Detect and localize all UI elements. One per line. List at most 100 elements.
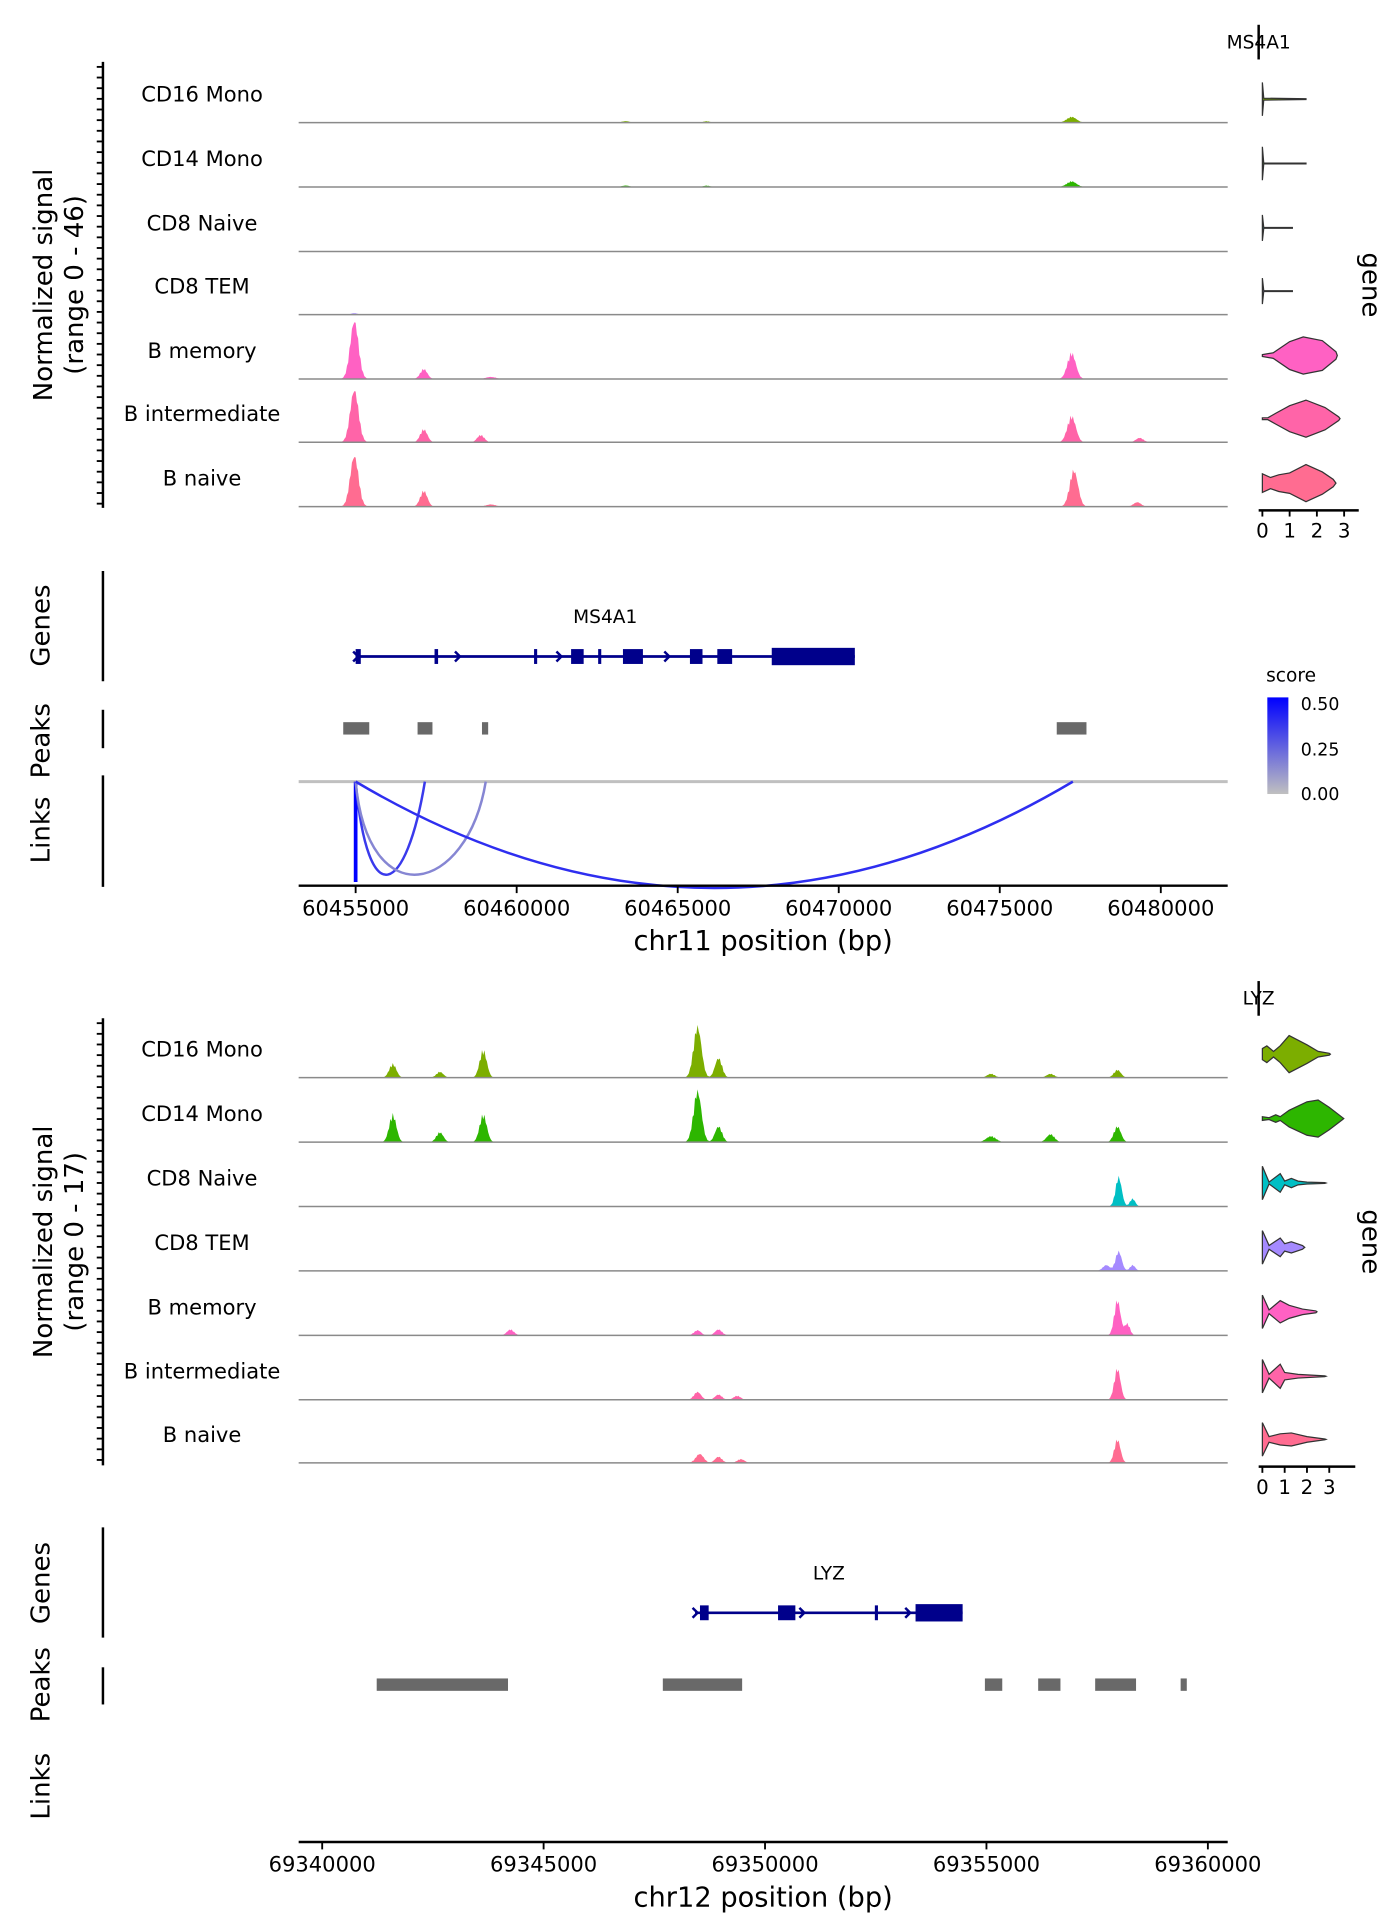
violin-shape [1261, 1422, 1328, 1457]
violin-shape [1261, 1034, 1332, 1074]
peak-region [984, 1678, 1003, 1691]
coverage-area [298, 1439, 1228, 1463]
y-axis-range-label: (range 0 - 17) [60, 1152, 90, 1332]
violin-axis-label: gene [1356, 252, 1386, 317]
track-label: CD8 Naive [147, 210, 258, 235]
coverage-area [298, 391, 1228, 443]
strand-arrow-icon [555, 650, 564, 663]
legend-colorbar [1267, 697, 1289, 795]
x-axis-tick-label: 60475000 [946, 895, 1053, 920]
strand-arrow-icon [904, 1606, 912, 1619]
legend-tick-label: 0.00 [1301, 785, 1340, 805]
track-label: B naive [163, 1422, 242, 1447]
strand-arrow-icon [663, 650, 672, 663]
violin-shape [1261, 1099, 1345, 1138]
violin-x-tick-label: 2 [1301, 1476, 1314, 1499]
violin-x-tick-label: 1 [1278, 1476, 1291, 1499]
link-arc [354, 781, 427, 876]
peak-region [417, 722, 433, 735]
x-axis-label: chr12 position (bp) [634, 1882, 893, 1913]
track-label: CD8 TEM [154, 274, 249, 299]
x-axis-tick-label: 69350000 [711, 1852, 818, 1877]
violin-shape [1261, 278, 1293, 305]
coverage-track: CD8 Naive [147, 210, 1293, 253]
peak-region [1180, 1678, 1187, 1691]
panel-label-genes: Genes [27, 584, 57, 666]
coverage-area [298, 322, 1228, 380]
x-axis-tick-label: 69340000 [269, 1852, 376, 1877]
coverage-area [298, 1250, 1228, 1271]
y-axis-label: Normalized signal [29, 1125, 59, 1358]
coverage-area [298, 116, 1228, 123]
peak-region [343, 722, 370, 735]
peak-region [1095, 1678, 1137, 1691]
y-axis-range-label: (range 0 - 46) [60, 195, 90, 375]
x-axis-tick-label: 69345000 [490, 1852, 597, 1877]
score-legend: score 0.50 0.25 0.00 [1266, 665, 1339, 805]
gene-exon [571, 649, 584, 664]
coverage-area [298, 1368, 1228, 1400]
coverage-track: CD8 TEM [154, 1230, 1306, 1272]
coverage-track: B intermediate [124, 391, 1341, 443]
gene-label: MS4A1 [573, 607, 637, 628]
strand-arrow-icon [454, 650, 462, 663]
strand-arrow-icon [798, 1606, 807, 1619]
coverage-track: CD16 Mono [141, 1024, 1332, 1079]
x-axis-tick-label: 60470000 [785, 895, 892, 920]
track-label: B memory [147, 1294, 256, 1319]
violin-shape [1261, 214, 1293, 241]
violin-shape [1261, 1359, 1328, 1394]
peak-region [1038, 1678, 1061, 1691]
gene-exon [874, 1605, 878, 1621]
x-axis-tick-label: 60455000 [302, 895, 409, 920]
coverage-track: CD8 TEM [154, 274, 1293, 316]
peak-region [481, 722, 489, 735]
panel-label-peaks: Peaks [27, 1647, 57, 1722]
track-label: B intermediate [124, 1359, 281, 1384]
gene-exon [598, 649, 602, 664]
peak-region [376, 1678, 509, 1691]
x-axis-tick-label: 60460000 [463, 895, 570, 920]
strand-arrow-icon [691, 1606, 700, 1619]
peak-region [1056, 722, 1087, 735]
gene-exon [699, 1605, 709, 1621]
x-axis-tick-label: 60480000 [1107, 895, 1214, 920]
track-label: B memory [147, 338, 256, 363]
panel-label-genes: Genes [27, 1542, 57, 1624]
coverage-area [298, 1175, 1228, 1207]
panel-label-links: Links [27, 797, 57, 864]
gene-exon [534, 649, 538, 664]
coverage-track: CD14 Mono [141, 1089, 1345, 1143]
violin-shape [1261, 1294, 1318, 1329]
coverage-track: CD8 Naive [147, 1165, 1328, 1208]
gene-model: LYZ [691, 1563, 963, 1622]
x-axis-tick-label: 69355000 [933, 1852, 1040, 1877]
panel-label-peaks: Peaks [27, 703, 57, 778]
track-label: CD16 Mono [141, 1037, 263, 1062]
violin-x-tick-label: 1 [1283, 520, 1296, 543]
legend-tick-label: 0.50 [1301, 695, 1340, 715]
coverage-track: B memory [147, 322, 1338, 380]
track-label: CD16 Mono [141, 82, 263, 107]
violin-axis-label: gene [1356, 1209, 1386, 1274]
gene-exon [915, 1604, 963, 1622]
coverage-area [298, 1024, 1228, 1078]
x-axis-tick-label: 60465000 [624, 895, 731, 920]
violin-x-tick-label: 0 [1256, 1476, 1269, 1499]
violin-x-tick-label: 2 [1311, 520, 1324, 543]
x-axis-tick-label: 69360000 [1154, 1852, 1261, 1877]
violin-shape [1261, 336, 1338, 375]
coverage-track: B naive [163, 1422, 1328, 1464]
gene-model: MS4A1 [352, 607, 855, 666]
track-label: CD14 Mono [141, 146, 263, 171]
track-label: CD14 Mono [141, 1101, 263, 1126]
coverage-track: CD16 Mono [141, 82, 1307, 124]
violin-x-tick-label: 3 [1323, 1476, 1336, 1499]
gene-exon [689, 649, 703, 664]
gene-exon [355, 649, 361, 664]
link-arc [355, 780, 1074, 890]
violin-x-tick-label: 3 [1338, 520, 1351, 543]
violin-shape [1261, 399, 1341, 438]
violin-shape [1261, 146, 1307, 181]
